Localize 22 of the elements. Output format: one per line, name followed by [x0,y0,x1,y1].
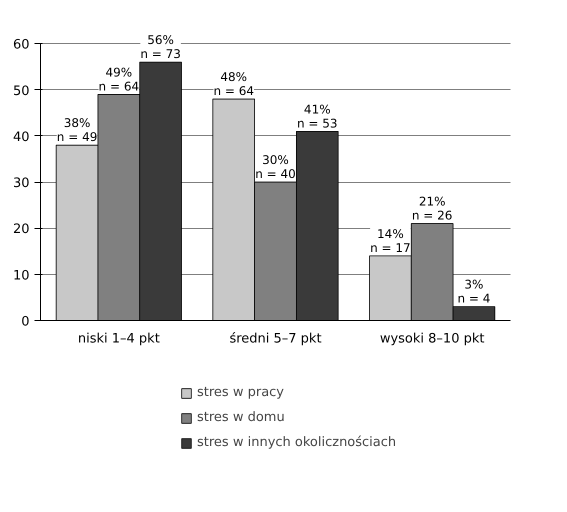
y-tick-label: 0 [21,314,30,330]
data-label: 48% n = 64 [213,70,254,98]
data-label: 14% n = 17 [370,226,411,255]
x-tick-label: niski 1–4 pkt [78,331,160,346]
legend-label: stres w pracy [197,385,284,400]
data-label: 30% n = 40 [255,153,296,182]
legend-label: stres w domu [197,410,285,425]
data-label: 38% n = 49 [56,116,98,144]
x-tick-label: średni 5–7 pkt [229,331,322,346]
data-label: 3% n = 4 [457,278,490,306]
data-label: 21% n = 26 [412,194,452,223]
legend-label: stres w innych okolicznościach [197,435,396,450]
data-label: 49% n = 64 [98,65,140,94]
y-tick-label: 40 [12,130,30,145]
y-tick-label: 10 [12,268,30,284]
data-label: 41% n = 53 [297,102,338,130]
x-tick-label: wysoki 8–10 pkt [380,331,484,346]
y-tick-label: 50 [12,84,30,99]
y-tick-label: 60 [12,38,30,53]
y-tick-label: 30 [12,176,30,192]
data-label: 56% n = 73 [140,33,181,62]
y-tick-label: 20 [12,222,30,238]
